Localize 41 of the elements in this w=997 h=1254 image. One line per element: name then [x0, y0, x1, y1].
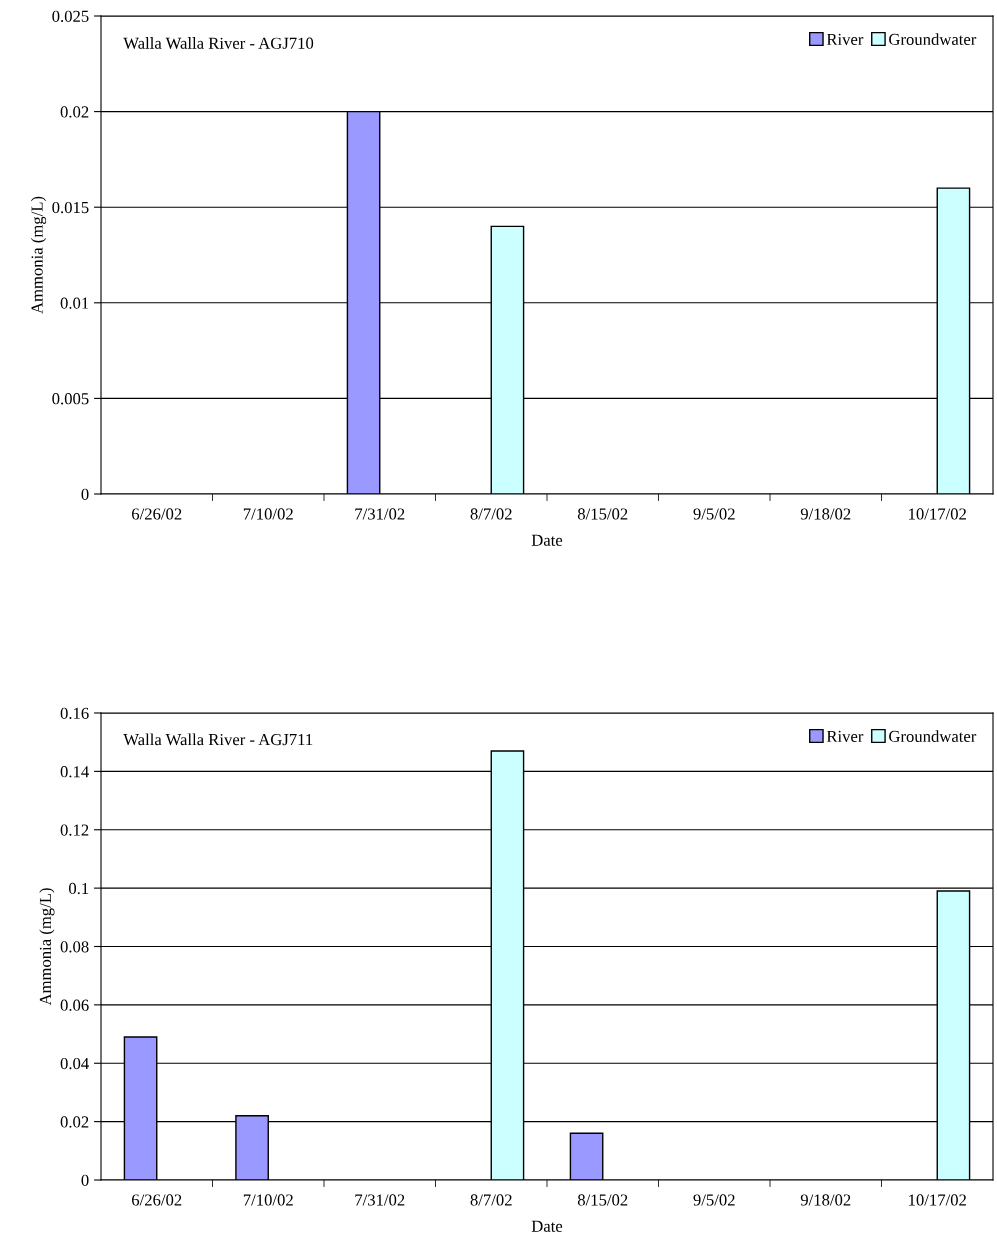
- x-tick-label: 9/18/02: [800, 508, 851, 520]
- x-tick-label: 6/26/02: [132, 1194, 182, 1206]
- y-tick-label: 0.04: [60, 1057, 89, 1070]
- x-tick-label: 7/10/02: [243, 1194, 293, 1206]
- x-tick-label: 7/10/02: [243, 508, 293, 520]
- legend-label: Groundwater: [889, 33, 977, 45]
- y-tick-label: 0.06: [60, 999, 89, 1011]
- y-tick-label: 0.02: [60, 1116, 89, 1128]
- y-tick-label: 0.005: [52, 393, 89, 405]
- x-tick-label: 6/26/02: [132, 508, 182, 520]
- y-tick-label: 0.16: [60, 707, 89, 720]
- x-tick-label: 8/7/02: [470, 508, 512, 520]
- y-tick-label: 0.015: [52, 201, 89, 214]
- legend-label: River: [826, 33, 864, 45]
- x-tick-label: 7/31/02: [355, 508, 405, 520]
- y-tick-label: 0.1: [69, 882, 89, 895]
- x-tick-label: 8/15/02: [577, 1194, 628, 1206]
- x-tick-label: 8/7/02: [470, 1194, 512, 1206]
- x-tick-label: 9/5/02: [693, 508, 735, 520]
- y-tick-label: 0: [81, 488, 89, 500]
- legend-label: Groundwater: [889, 730, 977, 742]
- annotation: Walla Walla River - AGJ711: [123, 733, 313, 746]
- x-tick-label: 9/18/02: [800, 1194, 851, 1206]
- x-tick-label: 10/17/02: [909, 1194, 966, 1206]
- y-tick-label: 0.14: [60, 766, 89, 778]
- y-axis-title: Ammonia (mg/L): [39, 888, 55, 1006]
- x-axis-title: Date: [531, 534, 563, 546]
- x-axis-title: Date: [531, 1220, 563, 1232]
- y-tick-label: 0.08: [60, 941, 89, 953]
- y-tick-label: 0.01: [60, 297, 89, 309]
- y-tick-label: 0.12: [60, 824, 89, 836]
- y-tick-label: 0.02: [60, 106, 89, 118]
- y-axis-title: Ammonia (mg/L): [30, 196, 47, 314]
- x-tick-label: 8/15/02: [577, 508, 628, 520]
- x-tick-label: 10/17/02: [909, 508, 966, 520]
- x-tick-label: 9/5/02: [693, 1194, 735, 1206]
- x-tick-label: 7/31/02: [355, 1194, 405, 1206]
- y-tick-label: 0.025: [52, 10, 89, 23]
- y-tick-label: 0: [81, 1174, 89, 1186]
- legend-label: River: [826, 730, 864, 742]
- annotation: Walla Walla River - AGJ710: [123, 37, 314, 49]
